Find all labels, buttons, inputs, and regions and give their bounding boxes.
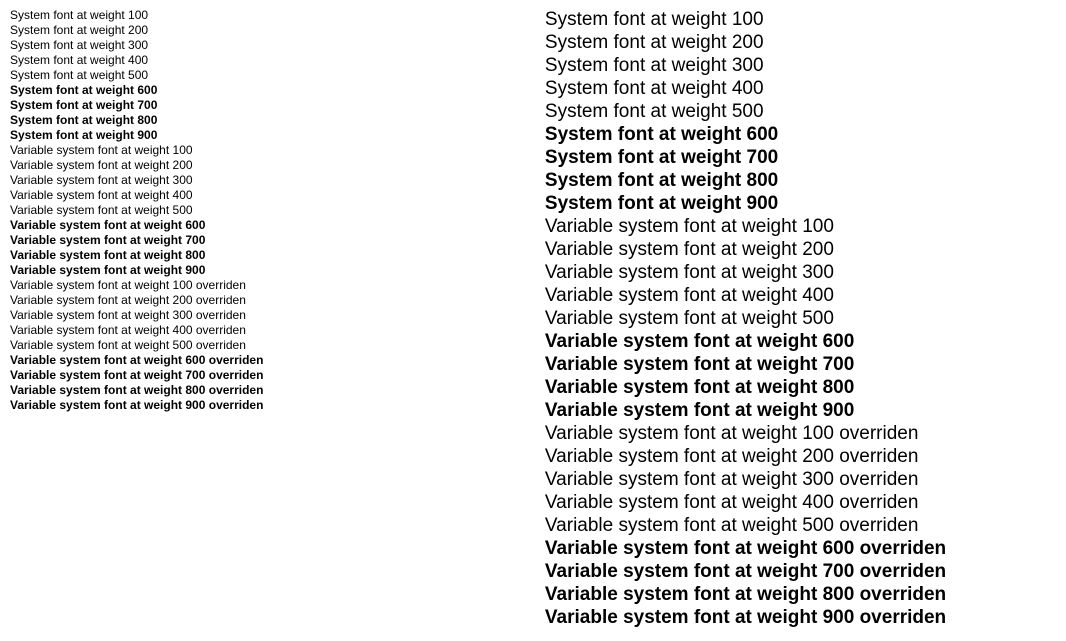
font-sample: System font at weight 300 [10,38,543,53]
font-sample: Variable system font at weight 400 overr… [545,491,1058,514]
font-sample: System font at weight 100 [545,8,1058,31]
font-sample: System font at weight 400 [10,53,543,68]
font-sample: Variable system font at weight 200 [10,158,543,173]
font-sample: Variable system font at weight 300 overr… [10,308,543,323]
font-sample: Variable system font at weight 900 overr… [10,398,543,413]
font-sample: System font at weight 200 [10,23,543,38]
font-sample: Variable system font at weight 200 overr… [545,445,1058,468]
font-sample: Variable system font at weight 700 [545,353,1058,376]
font-sample: System font at weight 600 [545,123,1058,146]
font-sample: System font at weight 700 [10,98,543,113]
font-sample: System font at weight 400 [545,77,1058,100]
font-sample: Variable system font at weight 600 overr… [10,353,543,368]
right-column: System font at weight 100 System font at… [543,8,1058,633]
font-sample: Variable system font at weight 400 [545,284,1058,307]
font-sample: System font at weight 100 [10,8,543,23]
font-sample: Variable system font at weight 100 overr… [10,278,543,293]
font-sample: Variable system font at weight 900 overr… [545,606,1058,629]
font-sample: Variable system font at weight 500 overr… [545,514,1058,537]
font-sample: Variable system font at weight 900 [10,263,543,278]
font-sample: Variable system font at weight 300 [545,261,1058,284]
font-sample: System font at weight 900 [545,192,1058,215]
font-sample: System font at weight 500 [545,100,1058,123]
font-sample: Variable system font at weight 400 overr… [10,323,543,338]
font-sample: Variable system font at weight 500 [545,307,1058,330]
font-sample: Variable system font at weight 100 [545,215,1058,238]
font-sample: Variable system font at weight 400 [10,188,543,203]
font-sample: Variable system font at weight 800 [545,376,1058,399]
font-sample: Variable system font at weight 700 [10,233,543,248]
font-sample: Variable system font at weight 800 overr… [545,583,1058,606]
left-column: System font at weight 100 System font at… [8,8,543,633]
font-sample: Variable system font at weight 700 overr… [10,368,543,383]
font-sample: Variable system font at weight 300 overr… [545,468,1058,491]
font-sample: Variable system font at weight 600 [10,218,543,233]
font-sample: Variable system font at weight 800 overr… [10,383,543,398]
font-sample: Variable system font at weight 600 overr… [545,537,1058,560]
font-sample: System font at weight 900 [10,128,543,143]
font-sample: System font at weight 200 [545,31,1058,54]
font-sample: System font at weight 800 [10,113,543,128]
font-sample: Variable system font at weight 200 overr… [10,293,543,308]
font-sample: System font at weight 300 [545,54,1058,77]
font-sample: System font at weight 600 [10,83,543,98]
font-sample: System font at weight 700 [545,146,1058,169]
font-sample: Variable system font at weight 100 [10,143,543,158]
font-sample: System font at weight 500 [10,68,543,83]
font-sample: Variable system font at weight 100 overr… [545,422,1058,445]
font-sample: System font at weight 800 [545,169,1058,192]
font-sample: Variable system font at weight 500 overr… [10,338,543,353]
font-sample: Variable system font at weight 700 overr… [545,560,1058,583]
font-sample: Variable system font at weight 500 [10,203,543,218]
font-sample: Variable system font at weight 800 [10,248,543,263]
font-sample: Variable system font at weight 200 [545,238,1058,261]
font-sample: Variable system font at weight 300 [10,173,543,188]
font-sample: Variable system font at weight 600 [545,330,1058,353]
font-sample: Variable system font at weight 900 [545,399,1058,422]
